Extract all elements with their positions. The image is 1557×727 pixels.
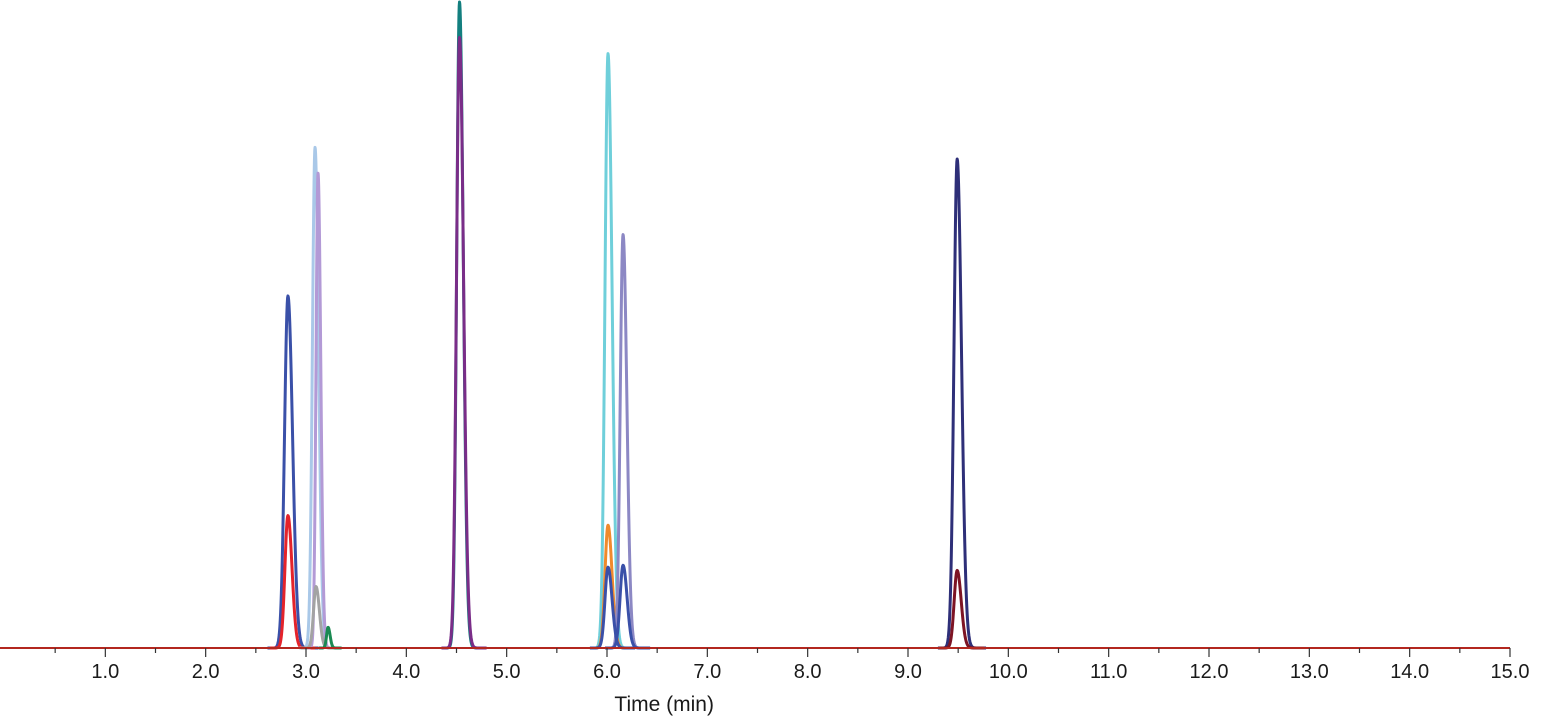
x-tick-label: 9.0 [894,661,922,683]
x-tick-label: 15.0 [1491,661,1530,683]
series-13 [937,568,986,650]
x-axis: 1.0 2.0 3.0 4.0 5.0 6.0 7.0 8.0 9.0 10.0 11.0 12.0 1… [0,647,1530,683]
x-tick-label: 4.0 [392,661,420,683]
x-tick-label: 10.0 [989,661,1028,683]
x-tick-label: 14.0 [1390,661,1429,683]
x-tick-label: 3.0 [292,661,320,683]
series-layer [266,0,988,650]
x-tick-label: 13.0 [1290,661,1329,683]
x-tick-label: 2.0 [192,661,220,683]
peak-12-0 [936,157,988,650]
series-7 [440,36,488,650]
x-tick-label: 11.0 [1090,661,1127,683]
series-12 [936,157,988,650]
peak-13-0 [937,568,986,650]
x-tick-label: 6.0 [593,661,621,683]
peak-7-0 [440,36,488,650]
x-axis-title: Time (min) [614,693,714,716]
x-tick-label: 5.0 [493,661,521,683]
x-tick-label: 8.0 [794,661,822,683]
x-tick-label: 12.0 [1190,661,1229,683]
x-tick-label: 7.0 [693,661,721,683]
x-tick-label: 1.0 [91,661,119,683]
